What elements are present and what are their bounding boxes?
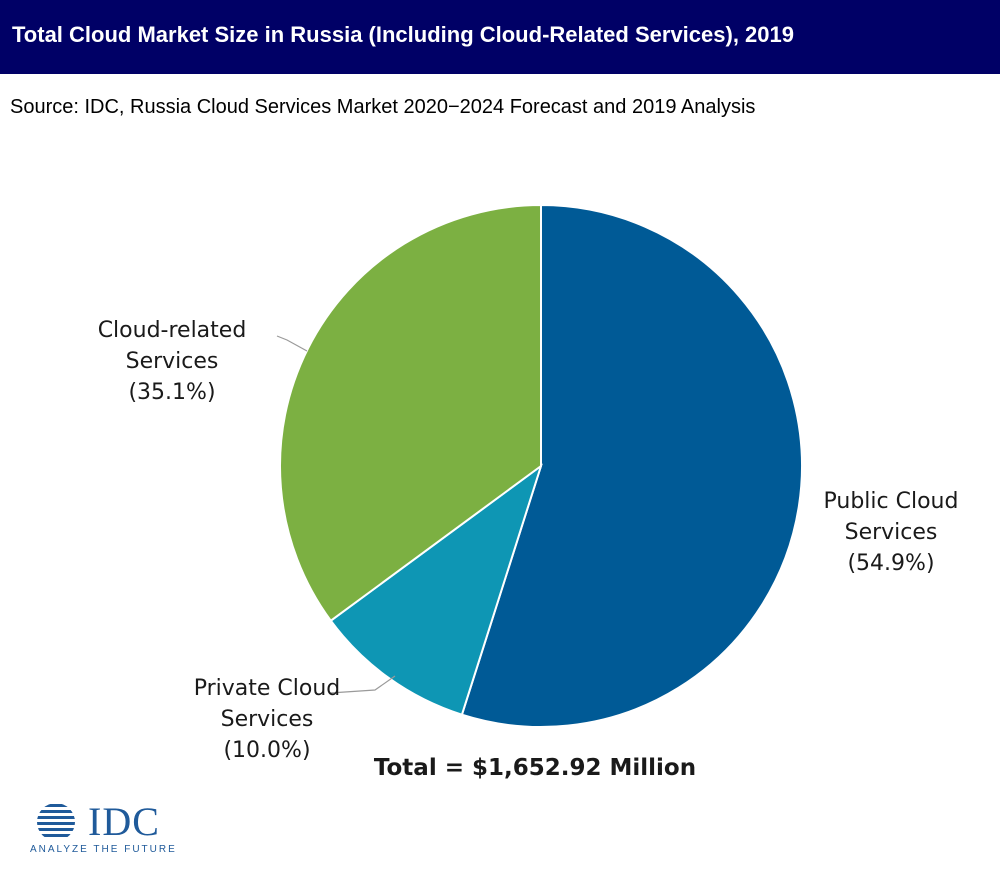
source-note: Source: IDC, Russia Cloud Services Marke…: [10, 96, 756, 118]
logo-wordmark: IDC: [88, 799, 160, 844]
label-private-cloud: Private Cloud Services (10.0%): [194, 676, 341, 763]
label-cloud-related-leader: [276, 335, 308, 352]
slice-private-cloud: [329, 463, 543, 716]
label-public-cloud-line-3: (54.9%): [847, 551, 934, 576]
label-private-cloud-leader: [329, 675, 396, 694]
total-label: Total = $1,652.92 Million: [374, 755, 696, 781]
label-private-cloud-line-2: Services: [221, 707, 314, 732]
logo-tagline: ANALYZE THE FUTURE: [30, 844, 177, 855]
label-cloud-related-line-1: Cloud-related: [98, 318, 247, 343]
label-private-cloud-line-3: (10.0%): [223, 738, 310, 763]
title-bar: Total Cloud Market Size in Russia (Inclu…: [0, 0, 1000, 74]
label-cloud-related-line-2: Services: [126, 349, 219, 374]
label-public-cloud-line-1: Public Cloud: [824, 489, 959, 514]
label-public-cloud: Public Cloud Services (54.9%): [824, 489, 959, 576]
globe-icon: [37, 804, 75, 837]
chart-title: Total Cloud Market Size in Russia (Inclu…: [12, 22, 794, 47]
label-public-cloud-line-2: Services: [845, 520, 938, 545]
slice-cloud-related: [279, 203, 542, 623]
idc-logo: IDC ANALYZE THE FUTURE: [28, 800, 178, 860]
label-cloud-related-line-3: (35.1%): [128, 380, 215, 405]
slice-public-cloud: [460, 203, 803, 728]
label-cloud-related: Cloud-related Services (35.1%): [98, 318, 247, 405]
label-private-cloud-line-1: Private Cloud: [194, 676, 341, 701]
